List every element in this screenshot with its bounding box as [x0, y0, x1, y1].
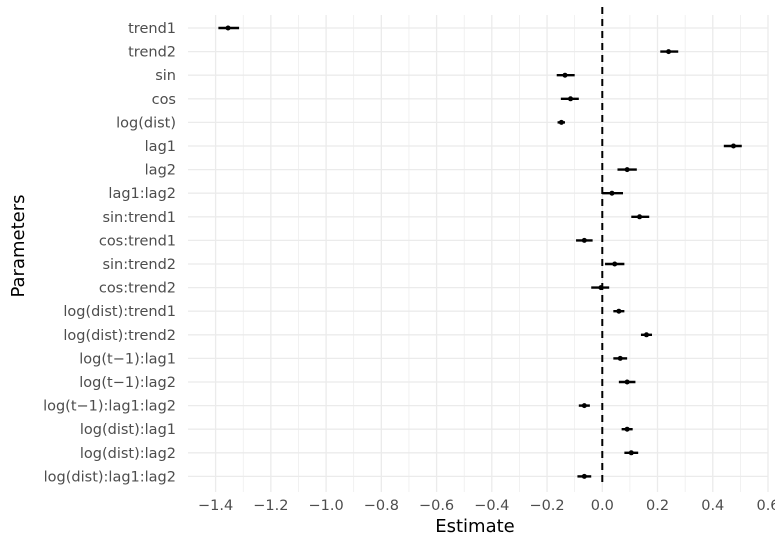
estimate-point	[598, 285, 604, 291]
grid-layer	[188, 15, 769, 492]
estimate-point	[624, 167, 630, 173]
x-tick-label: −0.6	[419, 498, 454, 514]
x-tick-label: −0.8	[364, 498, 399, 514]
x-tick-label: 0.4	[701, 498, 724, 514]
x-tick-label: −0.2	[529, 498, 564, 514]
y-tick-label: cos:trend1	[99, 233, 176, 249]
y-tick-label: lag1	[145, 139, 176, 155]
y-tick-label: sin	[155, 68, 176, 84]
x-tick-label: 0.6	[756, 498, 775, 514]
y-tick-label: log(t−1):lag2	[79, 375, 176, 391]
estimate-point	[581, 237, 587, 243]
y-tick-labels: trend1 trend2 sin cos log(dist) lag1 lag2 lag1:…	[43, 21, 176, 485]
estimate-point	[637, 214, 643, 220]
x-tick-label: 0.0	[591, 498, 614, 514]
marks-layer	[218, 25, 742, 479]
estimate-point	[612, 261, 618, 267]
estimate-point	[666, 49, 672, 55]
estimate-point	[624, 379, 630, 385]
estimate-point	[568, 96, 574, 102]
x-tick-label: −1.0	[308, 498, 343, 514]
y-tick-label: cos	[152, 92, 176, 108]
y-tick-label: trend1	[128, 21, 176, 37]
estimate-point	[643, 332, 649, 338]
estimate-point	[225, 25, 231, 31]
x-tick-label: −0.4	[474, 498, 509, 514]
y-tick-label: log(t−1):lag1:lag2	[43, 399, 176, 415]
y-tick-label: lag2	[145, 163, 176, 179]
y-tick-label: log(t−1):lag1	[79, 351, 176, 367]
y-tick-label: log(dist):lag2	[80, 446, 176, 462]
y-tick-label: trend2	[128, 45, 176, 61]
estimate-point	[730, 143, 736, 149]
estimate-point	[581, 473, 587, 479]
estimate-point	[616, 308, 622, 314]
y-tick-label: log(dist):trend1	[63, 304, 176, 320]
x-tick-labels: −1.4 −1.2 −1.0 −0.8 −0.6 −0.4 −0.2 0.0 0.2 0.4 0.6	[198, 498, 775, 514]
y-tick-label: sin:trend2	[102, 257, 176, 273]
estimate-point	[609, 190, 615, 196]
estimate-point	[624, 426, 630, 432]
y-tick-label: cos:trend2	[99, 281, 176, 297]
x-tick-label: −1.4	[198, 498, 233, 514]
y-tick-label: sin:trend1	[102, 210, 176, 226]
estimate-point	[558, 119, 564, 125]
y-axis-title: Parameters	[8, 194, 29, 297]
y-tick-label: log(dist):lag1	[80, 422, 176, 438]
estimate-point	[617, 355, 623, 361]
estimate-point	[581, 403, 587, 409]
estimate-point	[562, 72, 568, 78]
y-tick-label: lag1:lag2	[108, 186, 176, 202]
x-tick-label: 0.2	[646, 498, 669, 514]
x-axis-title: Estimate	[435, 516, 515, 537]
estimate-point	[628, 450, 634, 456]
y-tick-label: log(dist)	[116, 115, 176, 131]
y-tick-label: log(dist):lag1:lag2	[44, 469, 176, 485]
x-tick-label: −1.2	[253, 498, 288, 514]
y-tick-label: log(dist):trend2	[63, 328, 176, 344]
